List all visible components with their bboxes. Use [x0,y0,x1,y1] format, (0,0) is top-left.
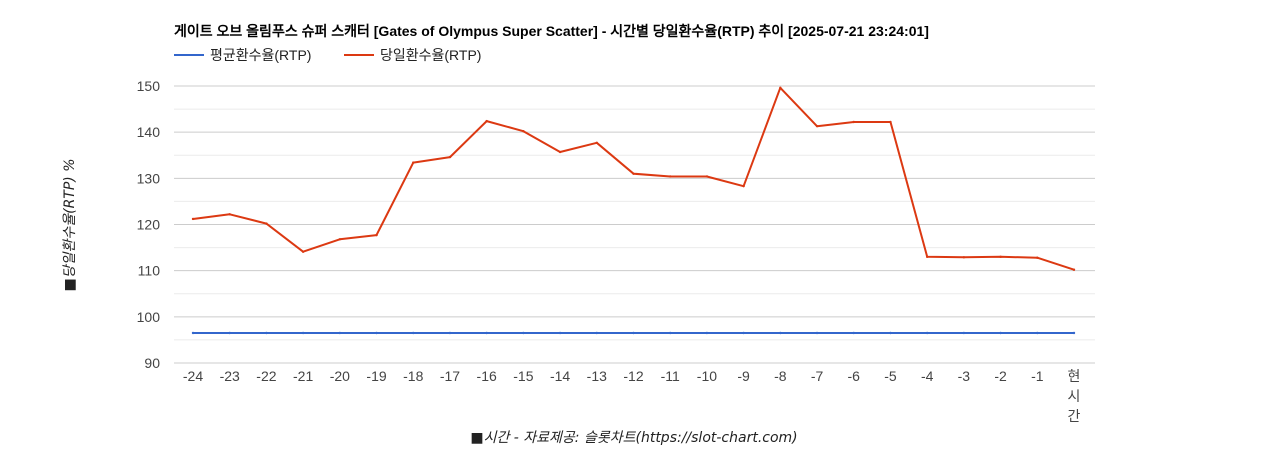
x-axis-title: ■시간 - 자료제공: 슬롯차트(https://slot-chart.com) [470,430,797,446]
daily-rtp-point [742,184,745,188]
daily-rtp-point [779,86,782,90]
daily-rtp-point [228,213,231,216]
x-tick-label: -19 [366,368,386,384]
y-tick-label: 120 [137,217,161,233]
average-rtp-point [338,331,342,335]
daily-rtp-point [191,217,195,221]
x-tick-label: -12 [623,368,643,384]
x-tick-label: -17 [440,368,460,384]
x-tick-label: -11 [661,368,680,384]
average-rtp-point [852,331,855,335]
average-rtp-point [742,331,745,335]
average-rtp-point [705,331,709,335]
x-tick-label: -4 [921,368,934,384]
x-tick-label: -20 [330,368,350,384]
y-tick-label: 90 [144,355,160,371]
x-tick-label: -1 [1031,368,1044,384]
daily-rtp-point [265,222,268,225]
daily-rtp-point [889,120,892,124]
daily-rtp-point [1072,268,1076,271]
y-tick-label: 140 [137,124,161,140]
daily-rtp-point [852,120,855,124]
legend-label: 평균환수율(RTP) [210,47,311,63]
average-rtp-point [412,331,415,335]
average-rtp-point [1036,331,1039,335]
average-rtp-point [779,331,782,335]
legend: 평균환수율(RTP) 당일환수율(RTP) [174,47,481,63]
x-tick-label: -16 [477,368,497,384]
average-rtp-point [558,331,562,335]
y-tick-label: 110 [138,263,161,279]
x-tick-label: -10 [697,368,717,384]
x-tick-label: -5 [884,368,897,384]
x-tick-label: -2 [994,368,1007,384]
x-tick-label: -7 [811,368,824,384]
y-tick-label: 130 [137,170,161,186]
average-rtp-point [301,331,305,335]
x-tick-label: -21 [293,368,313,384]
x-tick-label: -6 [848,368,861,384]
average-rtp-point [925,331,929,335]
daily-rtp-point [632,172,635,175]
x-tick-label: -8 [774,368,787,384]
average-rtp-point [962,331,966,335]
daily-rtp-point [558,150,562,154]
daily-rtp-point [522,130,525,133]
average-rtp-point [999,331,1002,335]
daily-rtp-point [815,124,819,128]
legend-item: 당일환수율(RTP) [344,47,481,63]
y-axis-title: ■당일환수율(RTP) % [62,158,78,291]
average-rtp-point [815,331,819,335]
daily-rtp-point [412,161,415,164]
daily-rtp-point [999,255,1002,259]
x-tick-label: -9 [737,368,750,384]
average-rtp-point [889,331,892,335]
average-rtp-point [191,331,195,335]
average-rtp-point [632,331,635,335]
daily-rtp-point [375,233,378,237]
average-rtp-point [375,331,378,335]
average-rtp-point [485,331,488,335]
daily-rtp-point [595,141,598,144]
average-rtp-point [669,331,672,335]
average-rtp-point [595,331,598,335]
legend-label: 당일환수율(RTP) [380,47,481,63]
x-tick-label: -18 [403,368,423,384]
x-axis-ticks: -24 -23 -22 -21 -20 -19 -18 -17 -16 -15 -14 -13 -12 -… [183,368,1081,424]
y-tick-label: 100 [137,309,161,325]
x-tick-label: -3 [958,368,971,384]
gridlines [174,85,1095,364]
x-tick-label: -13 [587,368,607,384]
daily-rtp-point [485,119,488,123]
daily-rtp-point [1036,256,1039,259]
legend-item: 평균환수율(RTP) [174,47,311,63]
average-rtp-point [522,331,525,335]
daily-rtp-point [705,175,709,178]
average-rtp-point [1072,331,1076,335]
series-lines [191,86,1076,335]
daily-rtp-point [925,255,929,259]
average-rtp-point [448,331,452,335]
x-tick-label: -14 [550,368,570,384]
daily-rtp-point [962,256,966,259]
x-tick-label: -22 [256,368,276,384]
daily-rtp-point [301,250,305,253]
y-axis-ticks: 90 100 110 120 130 140 150 [137,78,161,371]
x-tick-label: -23 [220,368,240,384]
daily-rtp-point [448,155,452,159]
daily-rtp-point [669,175,672,178]
x-tick-label: -15 [513,368,533,384]
x-tick-label: -24 [183,368,203,384]
chart-title: 게이트 오브 올림푸스 슈퍼 스캐터 [Gates of Olympus Sup… [174,23,929,39]
average-rtp-point [265,331,268,335]
daily-rtp-point [338,238,342,241]
average-rtp-point [228,331,231,335]
y-tick-label: 150 [137,78,161,94]
